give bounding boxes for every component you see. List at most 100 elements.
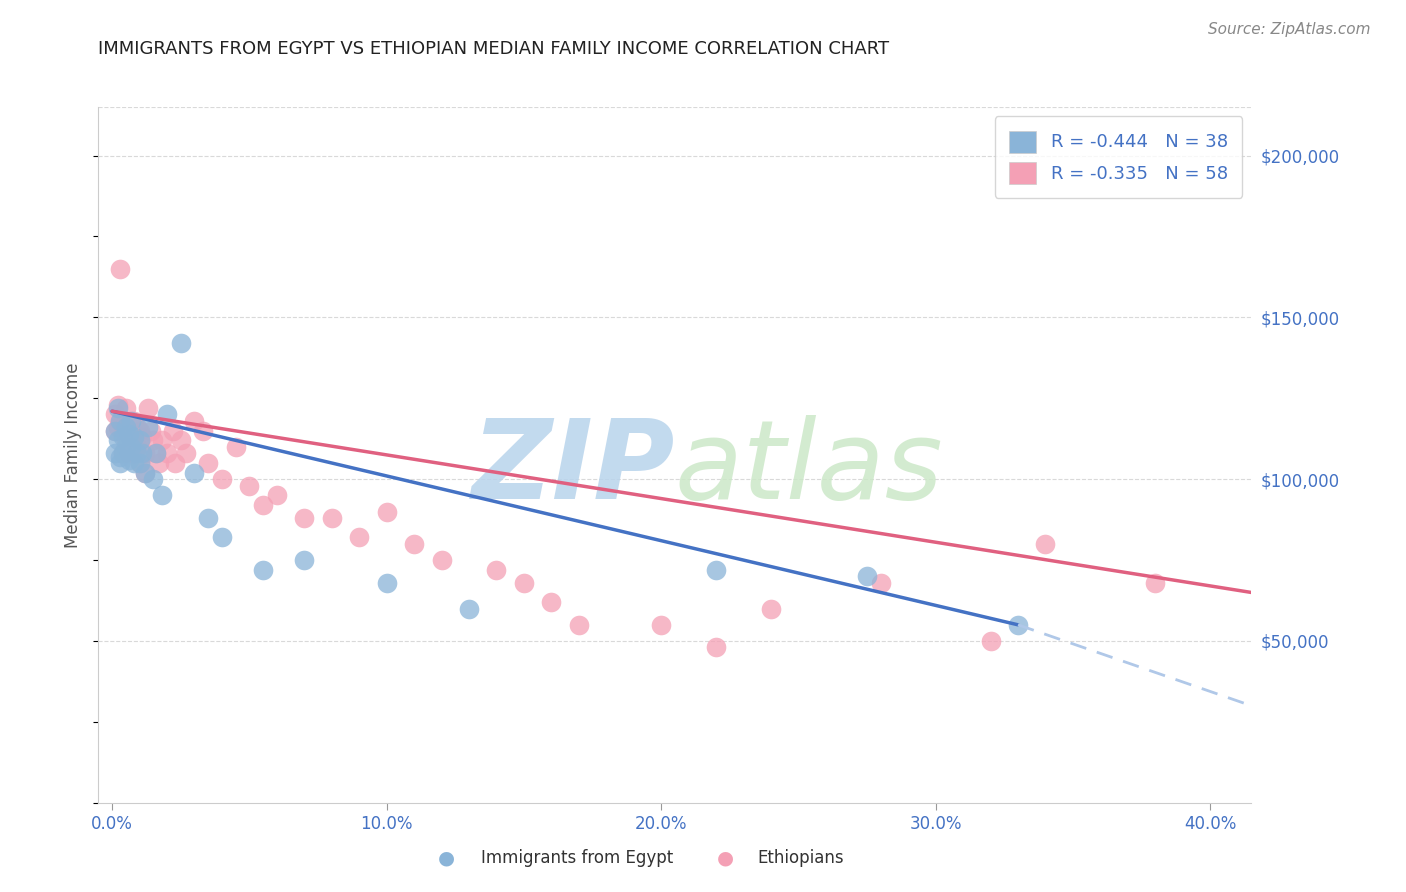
Point xyxy=(110,456,132,470)
Point xyxy=(125,440,148,454)
Point xyxy=(211,472,233,486)
Point xyxy=(110,261,132,276)
Point xyxy=(112,420,135,434)
Point xyxy=(117,446,139,460)
Point xyxy=(110,450,132,464)
Text: atlas: atlas xyxy=(675,416,943,523)
Point xyxy=(458,601,481,615)
Point xyxy=(513,575,536,590)
Point xyxy=(191,424,214,438)
Point xyxy=(120,440,142,454)
Point xyxy=(759,601,782,615)
Point xyxy=(115,434,138,448)
Point xyxy=(128,456,150,470)
Point xyxy=(131,430,153,444)
Text: ZIP: ZIP xyxy=(471,416,675,523)
Point xyxy=(170,434,193,448)
Point xyxy=(104,424,127,438)
Point xyxy=(375,575,398,590)
Point xyxy=(112,446,135,460)
Text: ●: ● xyxy=(437,848,454,868)
Point xyxy=(136,401,159,415)
Point xyxy=(252,563,274,577)
Point xyxy=(112,446,135,460)
Point xyxy=(115,401,138,415)
Point xyxy=(107,434,129,448)
Point xyxy=(128,424,150,438)
Point xyxy=(1144,575,1167,590)
Point xyxy=(134,446,156,460)
Point xyxy=(131,446,153,460)
Point xyxy=(980,634,1002,648)
Point xyxy=(1007,617,1029,632)
Point xyxy=(107,398,129,412)
Point xyxy=(139,424,162,438)
Point xyxy=(122,430,145,444)
Point xyxy=(170,336,193,351)
Point xyxy=(117,452,139,467)
Point xyxy=(125,420,148,434)
Point xyxy=(156,446,179,460)
Text: IMMIGRANTS FROM EGYPT VS ETHIOPIAN MEDIAN FAMILY INCOME CORRELATION CHART: IMMIGRANTS FROM EGYPT VS ETHIOPIAN MEDIA… xyxy=(98,40,890,58)
Point xyxy=(704,640,727,655)
Y-axis label: Median Family Income: Median Family Income xyxy=(65,362,83,548)
Legend: R = -0.444   N = 38, R = -0.335   N = 58: R = -0.444 N = 38, R = -0.335 N = 58 xyxy=(995,116,1243,198)
Point xyxy=(104,446,127,460)
Point xyxy=(104,408,127,422)
Point xyxy=(134,466,156,480)
Point xyxy=(142,434,165,448)
Point xyxy=(238,478,260,492)
Point xyxy=(869,575,891,590)
Point xyxy=(117,426,139,441)
Point xyxy=(104,424,127,438)
Point xyxy=(292,511,315,525)
Point xyxy=(183,466,205,480)
Point xyxy=(404,537,426,551)
Point xyxy=(650,617,672,632)
Point xyxy=(485,563,508,577)
Text: ●: ● xyxy=(717,848,734,868)
Text: Source: ZipAtlas.com: Source: ZipAtlas.com xyxy=(1208,22,1371,37)
Point xyxy=(128,456,150,470)
Point xyxy=(142,472,165,486)
Point xyxy=(856,569,879,583)
Point xyxy=(128,434,150,448)
Point xyxy=(704,563,727,577)
Point xyxy=(115,440,138,454)
Point xyxy=(292,553,315,567)
Point xyxy=(540,595,562,609)
Point xyxy=(120,414,142,428)
Text: Immigrants from Egypt: Immigrants from Egypt xyxy=(481,849,673,867)
Point xyxy=(430,553,453,567)
Point xyxy=(225,440,247,454)
Point xyxy=(347,531,370,545)
Point xyxy=(150,488,173,502)
Point xyxy=(162,424,184,438)
Point xyxy=(145,446,167,460)
Point xyxy=(252,498,274,512)
Point xyxy=(145,446,167,460)
Point xyxy=(110,414,132,428)
Point xyxy=(197,456,219,470)
Point xyxy=(211,531,233,545)
Point xyxy=(107,401,129,415)
Point xyxy=(107,420,129,434)
Point xyxy=(156,408,179,422)
Point xyxy=(115,420,138,434)
Point xyxy=(568,617,591,632)
Point xyxy=(136,420,159,434)
Point xyxy=(165,456,187,470)
Point xyxy=(122,456,145,470)
Point xyxy=(117,424,139,438)
Point xyxy=(321,511,343,525)
Point xyxy=(375,504,398,518)
Point xyxy=(112,430,135,444)
Point xyxy=(125,446,148,460)
Point xyxy=(183,414,205,428)
Point xyxy=(122,414,145,428)
Point xyxy=(174,446,197,460)
Point xyxy=(1035,537,1057,551)
Point xyxy=(197,511,219,525)
Point xyxy=(150,434,173,448)
Point xyxy=(110,414,132,428)
